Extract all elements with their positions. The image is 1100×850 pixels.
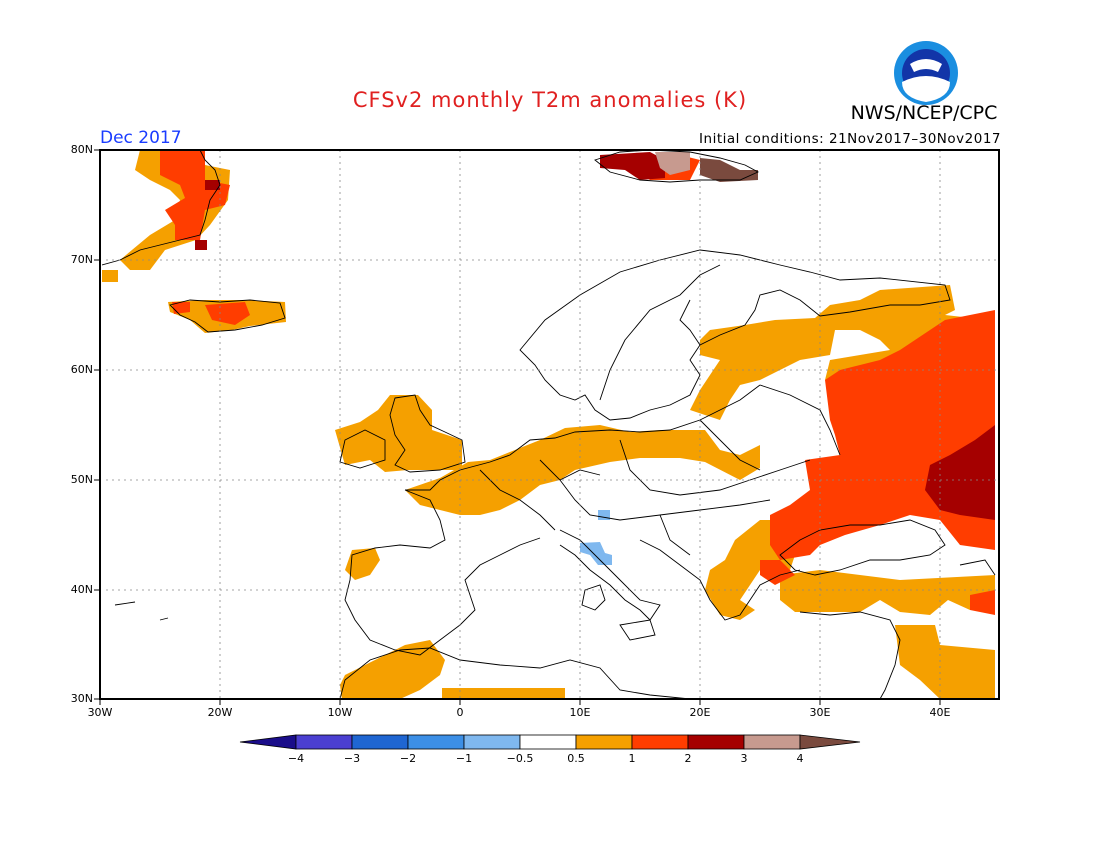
lat-label: 30N [70, 692, 93, 705]
lat-label: 70N [70, 253, 93, 266]
colorbar-bin-1-2 [631, 734, 689, 750]
gridlines [102, 150, 999, 699]
lon-label: 40E [929, 706, 951, 719]
colorbar-bin-2-3 [687, 734, 745, 750]
colorbar-tick-label: −2 [399, 752, 417, 765]
noaa-logo [894, 41, 958, 105]
colorbar-bin-3-2 [351, 734, 409, 750]
colorbar-tick-label: −0.5 [506, 752, 534, 765]
colorbar-bin-1-05 [463, 734, 521, 750]
colorbar-tick-label: 2 [684, 752, 692, 765]
anomaly-shading-3-4 [655, 152, 758, 182]
colorbar-tick-label: 1 [628, 752, 636, 765]
lon-label: 30E [809, 706, 831, 719]
lat-label: 60N [70, 363, 93, 376]
lat-label: 80N [70, 143, 93, 156]
colorbar-tick-label: −1 [455, 752, 473, 765]
lat-label: 50N [70, 473, 93, 486]
colorbar [239, 734, 861, 750]
lon-label: 20W [207, 706, 233, 719]
map-title: CFSv2 monthly T2m anomalies (K) [352, 88, 748, 112]
colorbar-bin-05-1 [575, 734, 633, 750]
anomaly-shading-1-2 [160, 150, 995, 615]
colorbar-tick-label: −4 [287, 752, 305, 765]
colorbar-tick-label: 4 [796, 752, 804, 765]
colorbar-bin-lt-4 [239, 734, 297, 750]
lon-label: 10E [569, 706, 591, 719]
lon-label: 10W [327, 706, 353, 719]
colorbar-bin-3-4 [743, 734, 801, 750]
lat-label: 40N [70, 583, 93, 596]
colorbar-tick-label: 0.5 [567, 752, 585, 765]
lon-label: 20E [689, 706, 711, 719]
colorbar-bin-2-1 [407, 734, 465, 750]
colorbar-bin-4-3 [295, 734, 353, 750]
colorbar-bin-gt-4 [799, 734, 861, 750]
initial-conditions: Initial conditions: 21Nov2017–30Nov2017 [699, 131, 1001, 147]
colorbar-bin-05-05 [519, 734, 577, 750]
agency-label: NWS/NCEP/CPC [850, 102, 998, 124]
lon-label: 0 [456, 706, 464, 719]
forecast-period: Dec 2017 [100, 128, 182, 148]
colorbar-tick-label: 3 [740, 752, 748, 765]
map-frame [99, 149, 1000, 700]
lon-label: 30W [87, 706, 113, 719]
anomaly-shading-2-3 [195, 152, 995, 520]
colorbar-tick-label: −3 [343, 752, 361, 765]
axis-ticks [94, 149, 941, 705]
